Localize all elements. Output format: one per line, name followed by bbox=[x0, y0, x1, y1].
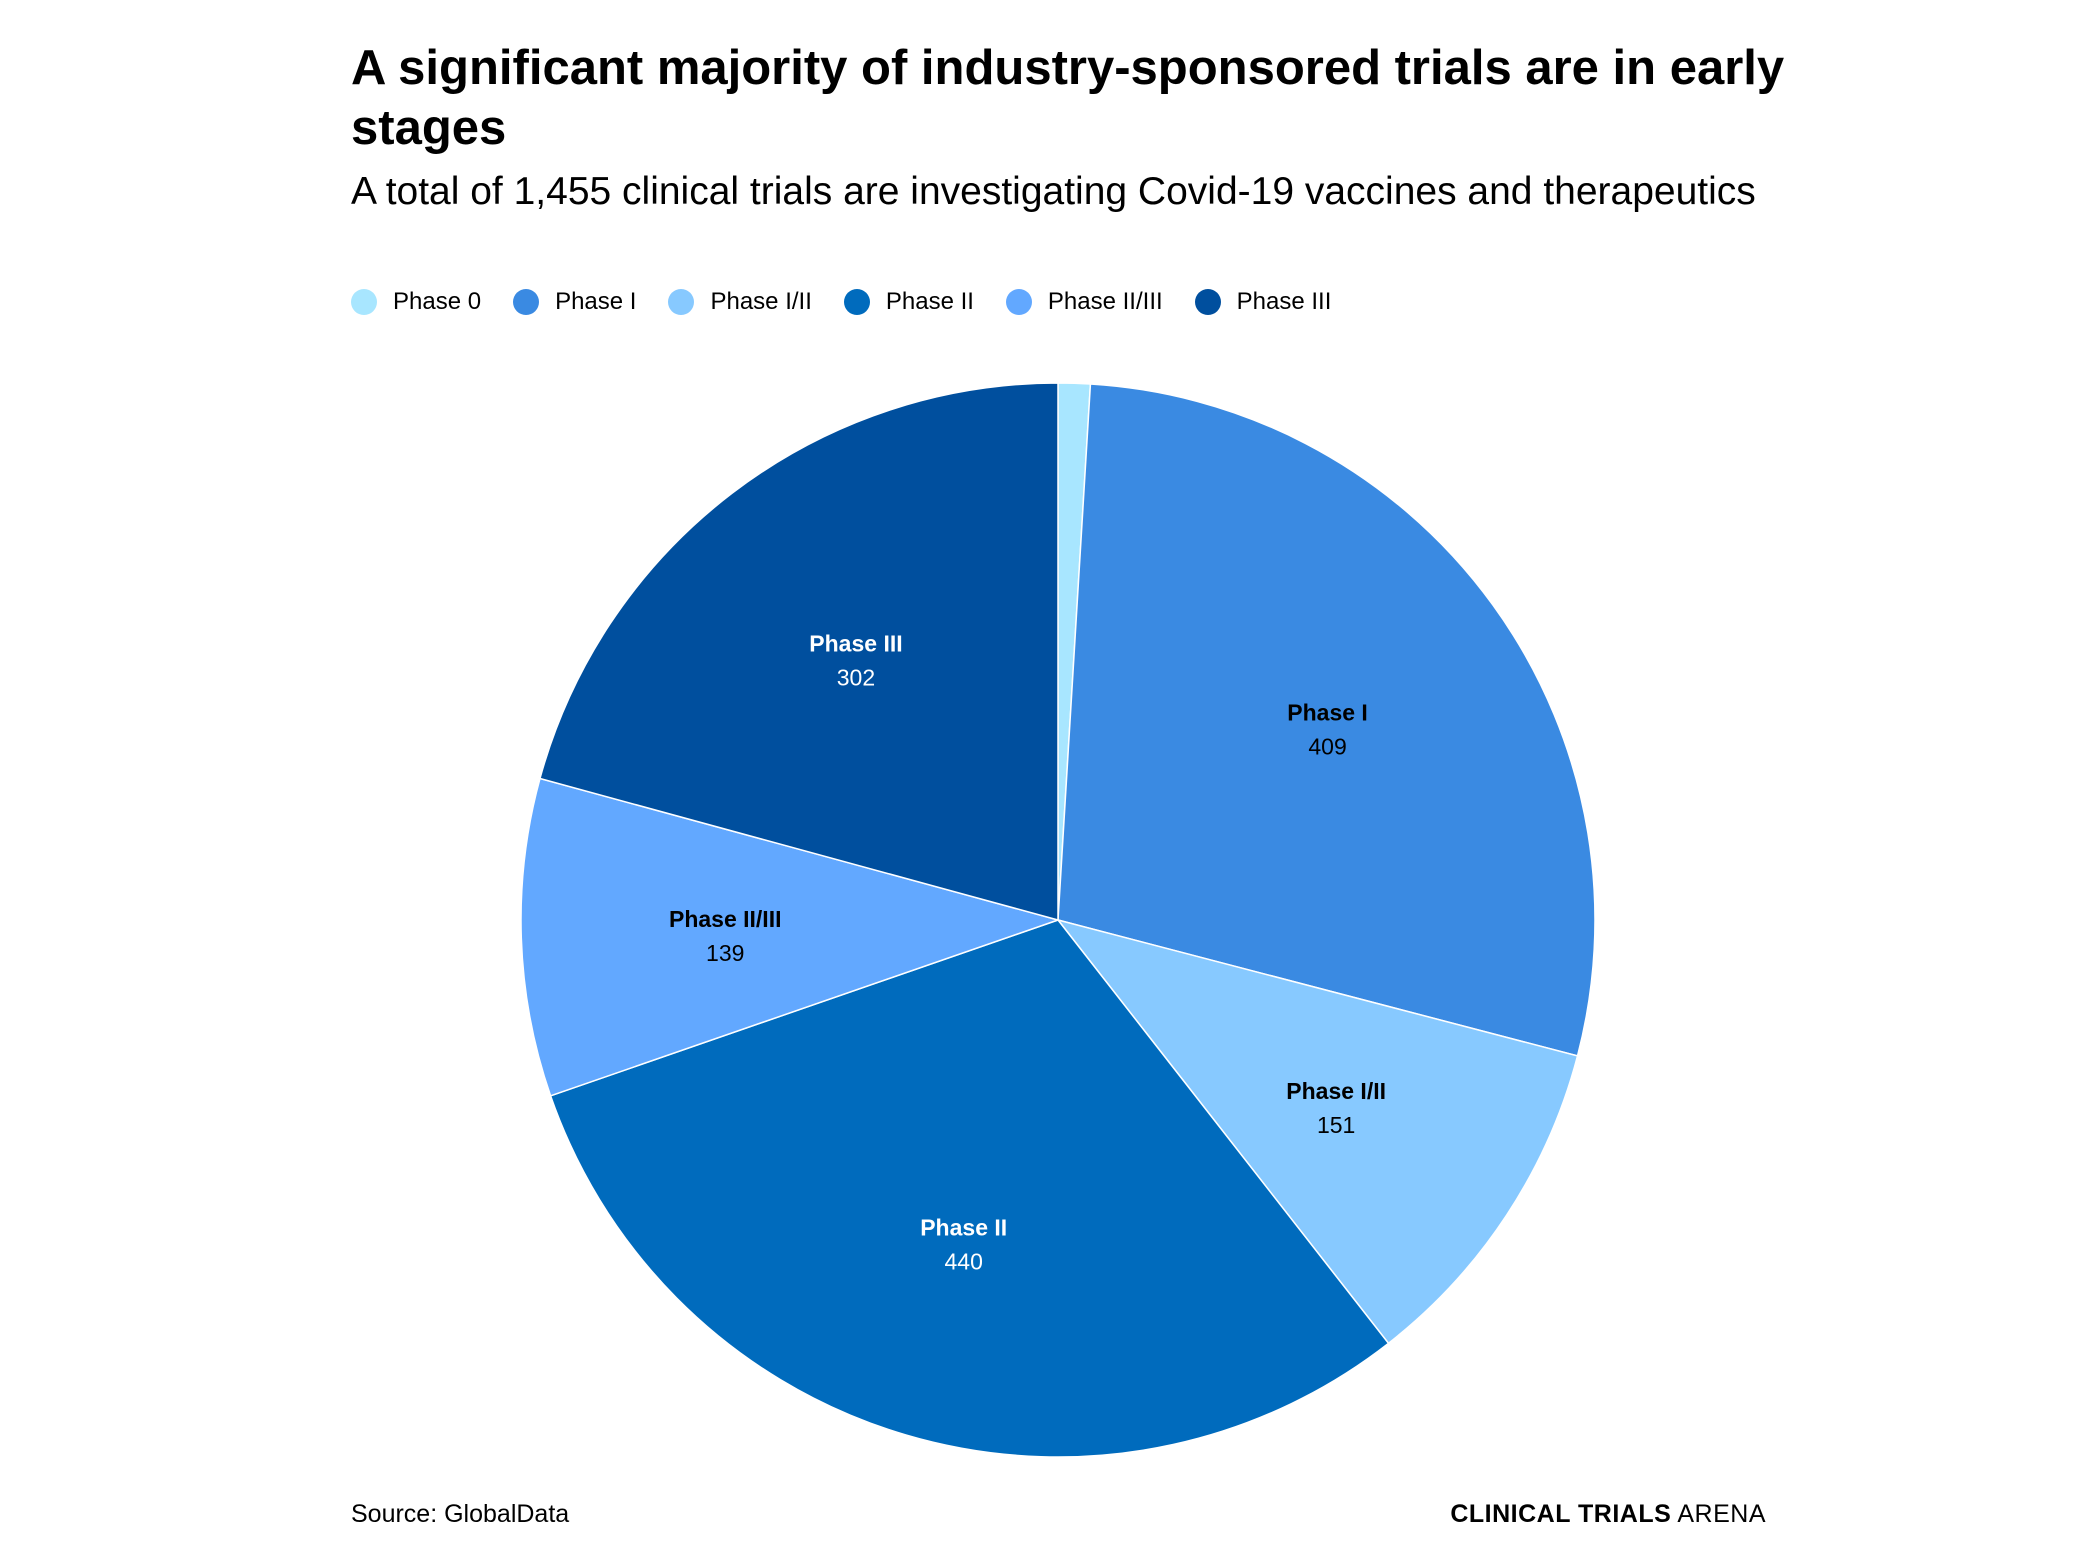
slice-label: Phase III bbox=[809, 630, 902, 656]
legend-swatch bbox=[668, 289, 695, 315]
legend-item[interactable]: Phase III bbox=[1194, 288, 1332, 316]
brand-bold: CLINICAL TRIALS bbox=[1450, 1500, 1672, 1528]
slice-label: Phase I/II bbox=[1286, 1078, 1386, 1104]
slice-label: Phase II/III bbox=[669, 906, 782, 932]
slice-value: 440 bbox=[945, 1248, 983, 1274]
pie-slice[interactable] bbox=[520, 777, 1061, 1097]
legend-swatch bbox=[513, 289, 540, 315]
legend-item[interactable]: Phase II bbox=[843, 288, 974, 316]
pie-slice[interactable] bbox=[539, 382, 1059, 921]
slice-label: Phase I bbox=[1287, 700, 1368, 726]
legend-label: Phase II bbox=[885, 288, 974, 315]
legend-label: Phase II/III bbox=[1047, 288, 1163, 315]
slice-value: 409 bbox=[1308, 734, 1346, 760]
legend: Phase 0 Phase I Phase I/II Phase II Phase II… bbox=[351, 288, 1331, 316]
slice-value: 139 bbox=[706, 940, 744, 966]
pie-slice[interactable] bbox=[1056, 918, 1579, 1345]
slice-label: Phase II bbox=[920, 1214, 1007, 1240]
brand-logo: CLINICAL TRIALS ARENA bbox=[1450, 1500, 1766, 1529]
chart-subtitle: A total of 1,455 clinical trials are inv… bbox=[351, 170, 1756, 213]
legend-label: Phase III bbox=[1236, 288, 1332, 315]
legend-swatch bbox=[351, 289, 377, 315]
pie-slice[interactable] bbox=[1057, 383, 1596, 1057]
legend-label: Phase I bbox=[555, 288, 637, 315]
legend-item[interactable]: Phase I bbox=[513, 288, 636, 316]
legend-label: Phase I/II bbox=[710, 288, 812, 315]
legend-item[interactable]: Phase 0 bbox=[351, 288, 481, 316]
chart-title: A significant majority of industry-spons… bbox=[351, 41, 1785, 155]
legend-swatch bbox=[1005, 289, 1032, 315]
legend-item[interactable]: Phase I/II bbox=[668, 288, 812, 316]
legend-swatch bbox=[843, 289, 870, 315]
pie-slice[interactable] bbox=[549, 919, 1390, 1458]
source-note: Source: GlobalData bbox=[351, 1500, 570, 1528]
legend-item[interactable]: Phase II/III bbox=[1005, 288, 1163, 316]
legend-label: Phase 0 bbox=[393, 288, 482, 315]
legend-swatch bbox=[1194, 289, 1221, 315]
slice-value: 151 bbox=[1317, 1112, 1355, 1138]
brand-light: ARENA bbox=[1677, 1500, 1766, 1528]
slice-value: 302 bbox=[837, 664, 875, 690]
